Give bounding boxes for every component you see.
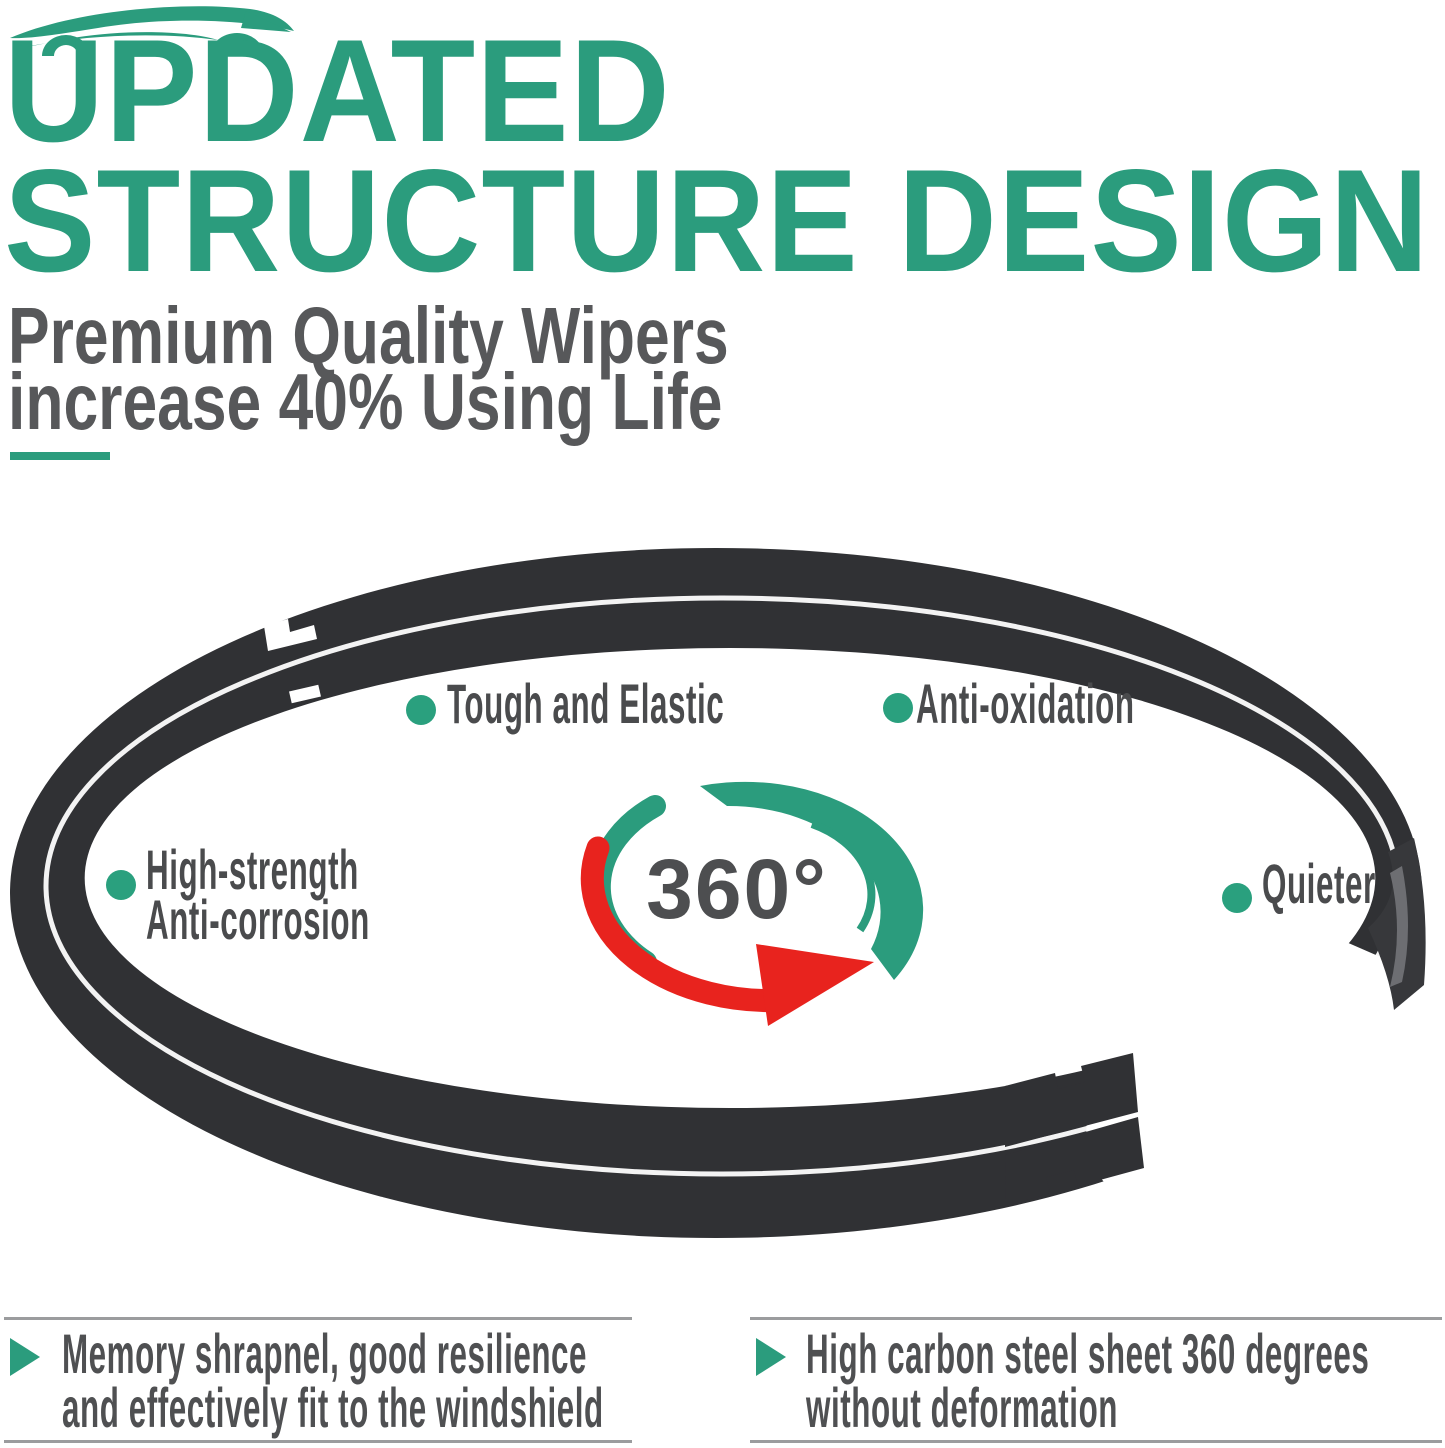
page-subtitle: Premium Quality Wipers increase 40% Usin… xyxy=(8,291,932,446)
callout-label: Anti-corrosion xyxy=(146,888,370,951)
callout-label: High-strength xyxy=(146,838,359,901)
accent-underline xyxy=(10,452,110,460)
divider xyxy=(750,1440,1442,1443)
callout-label: Tough and Elastic xyxy=(447,672,725,735)
callout-tough: Tough and Elastic xyxy=(447,672,942,735)
callout-label: Quieter xyxy=(1262,852,1376,915)
green-dot-icon xyxy=(1222,883,1252,913)
rotation-360-graphic: 360° xyxy=(580,781,924,1026)
feature-text: without deformation xyxy=(806,1376,1119,1439)
callout-high-strength: High-strength Anti-corrosion xyxy=(146,838,546,951)
rotation-arrows-icon xyxy=(580,781,924,1026)
green-dot-icon xyxy=(406,695,436,725)
callout-antioxidation: Anti-oxidation xyxy=(916,672,1306,735)
subtitle-line2: increase 40% Using Life xyxy=(8,357,723,446)
feature-text: High carbon steel sheet 360 degrees xyxy=(806,1322,1370,1385)
divider xyxy=(4,1317,632,1320)
triangle-bullet-icon xyxy=(756,1338,786,1376)
divider xyxy=(4,1440,632,1443)
callout-quieter: Quieter xyxy=(1262,852,1445,915)
feature-right: High carbon steel sheet 360 degrees with… xyxy=(806,1322,1445,1439)
feature-text: Memory shrapnel, good resilience xyxy=(62,1322,588,1385)
page-title-line1: UPDATED xyxy=(4,9,671,172)
green-dot-icon xyxy=(883,693,913,723)
divider xyxy=(750,1317,1442,1320)
green-dot-icon xyxy=(106,870,136,900)
feature-text: and effectively fit to the windshield xyxy=(62,1376,604,1439)
page-title-line2: STRUCTURE DESIGN xyxy=(4,139,1430,302)
page-title: UPDATED STRUCTURE DESIGN xyxy=(4,9,1445,302)
feature-left: Memory shrapnel, good resilience and eff… xyxy=(62,1322,1029,1439)
callout-label: Anti-oxidation xyxy=(916,672,1135,735)
subtitle-line1: Premium Quality Wipers xyxy=(8,291,729,380)
car-logo-icon xyxy=(10,6,294,56)
rotation-badge: 360° xyxy=(646,842,828,936)
steel-band-image xyxy=(10,548,1445,1238)
triangle-bullet-icon xyxy=(10,1338,40,1376)
